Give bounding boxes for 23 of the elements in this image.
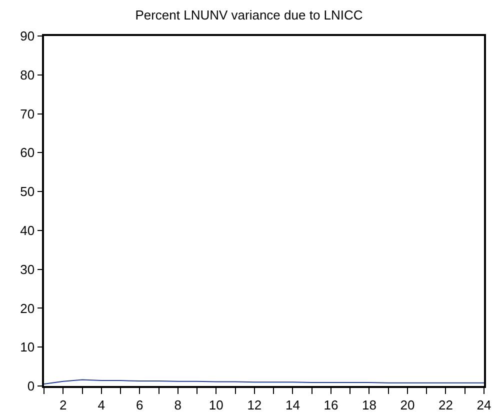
x-tick-label: 4: [98, 397, 106, 412]
x-tick-label: 12: [247, 397, 262, 412]
x-tick-label: 14: [285, 397, 300, 412]
x-tick-label: 16: [324, 397, 338, 412]
y-tick-label: 10: [20, 340, 35, 355]
y-tick-label: 70: [20, 106, 35, 122]
x-tick-label: 20: [400, 397, 415, 412]
y-tick-label: 60: [20, 145, 35, 160]
x-tick-label: 24: [476, 397, 492, 412]
x-tick-label: 22: [438, 397, 453, 412]
x-tick-label: 8: [174, 397, 182, 412]
y-tick-label: 80: [20, 67, 35, 82]
x-tick-label: 10: [208, 397, 224, 412]
y-tick-label: 50: [20, 184, 35, 200]
x-tick-label: 6: [136, 397, 144, 412]
y-tick-label: 40: [20, 222, 35, 238]
y-tick-label: 20: [20, 300, 35, 316]
x-tick-label: 18: [362, 397, 376, 412]
y-tick-label: 30: [20, 262, 35, 277]
chart-title: Percent LNUNV variance due to LNICC: [135, 7, 363, 22]
y-tick-label: 0: [27, 378, 35, 394]
x-tick-label: 2: [60, 397, 67, 412]
y-tick-label: 90: [20, 28, 35, 44]
